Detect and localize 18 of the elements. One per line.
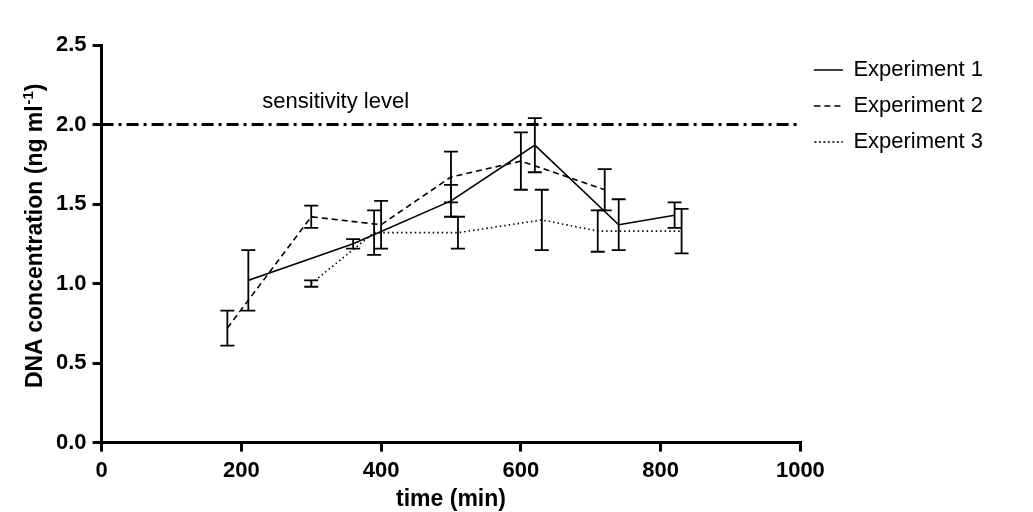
y-tick-label: 0.5 xyxy=(55,349,87,375)
x-axis-title: time (min) xyxy=(396,485,506,511)
y-tick-label: 2.0 xyxy=(55,110,87,136)
legend-label: Experiment 3 xyxy=(853,128,984,154)
y-tick-label: 2.5 xyxy=(55,31,87,57)
y-tick-label: 1.5 xyxy=(55,190,87,216)
x-tick-label: 800 xyxy=(642,456,679,482)
x-tick-label: 200 xyxy=(222,456,260,482)
y-tick-label: 0.0 xyxy=(55,428,87,454)
x-tick-label: 1000 xyxy=(775,456,825,482)
ref-line-label: sensitivity level xyxy=(262,87,410,113)
x-tick-label: 600 xyxy=(502,456,540,482)
x-tick-label: 0 xyxy=(95,456,108,482)
y-axis-title: DNA concentration (ng ml-1) xyxy=(18,83,47,389)
x-tick-label: 400 xyxy=(362,456,400,482)
y-tick-label: 1.0 xyxy=(55,269,87,295)
legend-label: Experiment 2 xyxy=(853,92,984,118)
legend-label: Experiment 1 xyxy=(853,56,984,82)
